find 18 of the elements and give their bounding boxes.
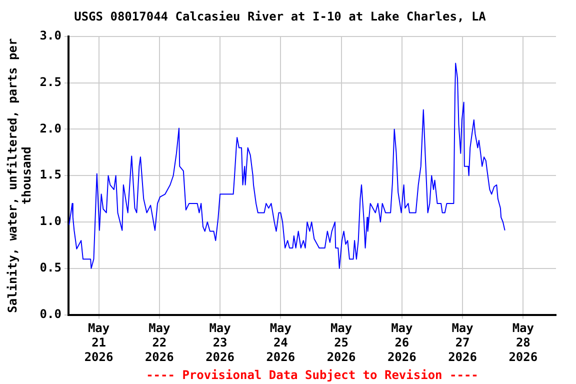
y-tick-label: 2.5 [40, 74, 62, 89]
x-tick-label: May 25 2026 [326, 321, 356, 364]
x-tick-label: May 24 2026 [266, 321, 296, 364]
x-tick-label: May 28 2026 [508, 321, 538, 364]
y-tick-label: 3.0 [40, 28, 62, 43]
y-tick-label: 0.5 [40, 260, 62, 275]
x-tick-label: May 22 2026 [144, 321, 174, 364]
y-tick-label: 1.5 [40, 168, 62, 182]
text: ---- Provisional Data Subject to Revision ---- [146, 368, 478, 382]
x-tick-label: May 27 2026 [448, 321, 477, 364]
x-tick-label: May 26 2026 [387, 321, 416, 364]
chart-title: USGS 08017044 Calcasieu River at I-10 at Lake Charles, LA [74, 9, 487, 24]
x-tick-label: May 23 2026 [206, 321, 234, 364]
x-tick-label: May 21 2026 [84, 321, 114, 364]
y-tick-label: 1.0 [40, 214, 62, 228]
y-tick-label: 0.0 [40, 306, 62, 321]
y-tick-label: 2.0 [40, 121, 62, 136]
y-axis-title: Salinity, water, unfiltered, parts per thousand [5, 38, 34, 313]
